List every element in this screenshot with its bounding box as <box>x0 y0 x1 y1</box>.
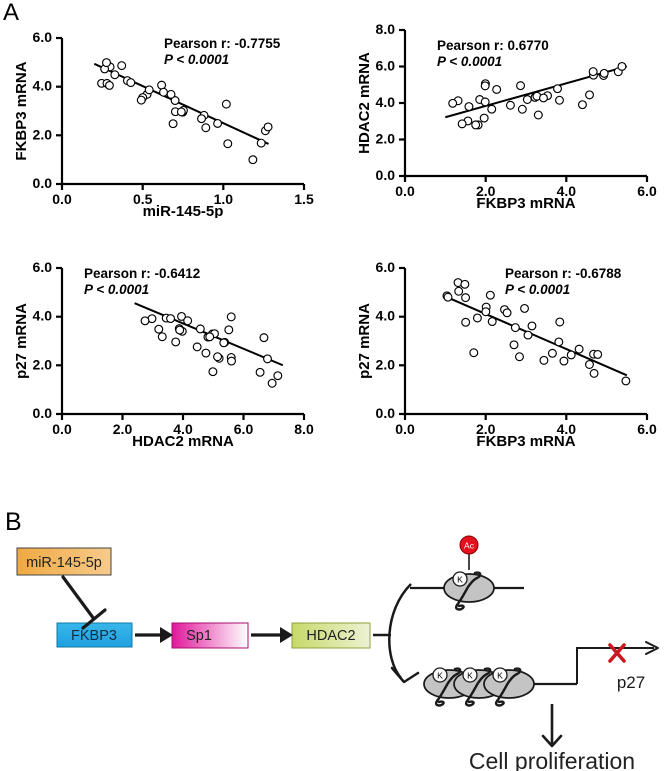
svg-text:6.0: 6.0 <box>637 421 657 437</box>
svg-text:0.0: 0.0 <box>395 421 415 437</box>
svg-text:HDAC2: HDAC2 <box>306 628 355 644</box>
svg-text:6.0: 6.0 <box>33 259 53 275</box>
svg-text:6.0: 6.0 <box>234 421 254 437</box>
svg-text:2.0: 2.0 <box>113 421 133 437</box>
svg-text:0.0: 0.0 <box>33 405 53 421</box>
svg-text:p27 mRNA: p27 mRNA <box>357 303 373 379</box>
svg-text:6.0: 6.0 <box>376 259 396 275</box>
svg-text:Ac: Ac <box>464 541 475 551</box>
svg-text:P < 0.0001: P < 0.0001 <box>164 52 229 67</box>
svg-text:K: K <box>457 575 463 585</box>
svg-text:p27: p27 <box>617 673 645 692</box>
svg-text:Cell proliferation: Cell proliferation <box>469 748 635 771</box>
svg-text:Pearson r: 0.6770: Pearson r: 0.6770 <box>437 38 549 53</box>
svg-text:Pearson r: -0.7755: Pearson r: -0.7755 <box>164 36 281 51</box>
svg-text:8.0: 8.0 <box>294 421 314 437</box>
svg-text:6.0: 6.0 <box>637 183 657 199</box>
svg-text:2.0: 2.0 <box>376 131 396 147</box>
svg-text:0.0: 0.0 <box>395 183 415 199</box>
svg-text:4.0: 4.0 <box>376 308 396 324</box>
svg-text:0.0: 0.0 <box>52 191 72 207</box>
svg-text:2.0: 2.0 <box>376 356 396 372</box>
svg-text:1.5: 1.5 <box>294 191 314 207</box>
svg-text:K: K <box>467 671 473 681</box>
svg-text:Pearson r: -0.6412: Pearson r: -0.6412 <box>84 266 200 281</box>
svg-text:FKBP3 mRNA: FKBP3 mRNA <box>476 195 575 210</box>
svg-text:FKBP3 mRNA: FKBP3 mRNA <box>476 433 575 448</box>
svg-text:8.0: 8.0 <box>376 21 396 37</box>
svg-text:0.0: 0.0 <box>376 405 396 421</box>
svg-text:0.0: 0.0 <box>376 167 396 183</box>
svg-text:P < 0.0001: P < 0.0001 <box>505 282 570 297</box>
svg-text:P < 0.0001: P < 0.0001 <box>437 54 502 69</box>
svg-text:4.0: 4.0 <box>33 78 53 94</box>
svg-text:0.0: 0.0 <box>52 421 72 437</box>
svg-text:p27 mRNA: p27 mRNA <box>14 303 30 379</box>
svg-text:HDAC2 mRNA: HDAC2 mRNA <box>357 52 373 154</box>
svg-text:B: B <box>5 508 22 536</box>
svg-text:miR-145-5p: miR-145-5p <box>143 203 224 218</box>
svg-text:HDAC2 mRNA: HDAC2 mRNA <box>132 433 234 448</box>
svg-text:Sp1: Sp1 <box>186 628 212 644</box>
svg-text:FKBP3: FKBP3 <box>71 628 117 644</box>
svg-text:Pearson r: -0.6788: Pearson r: -0.6788 <box>505 266 622 281</box>
svg-text:0.0: 0.0 <box>33 175 53 191</box>
svg-text:4.0: 4.0 <box>33 308 53 324</box>
svg-text:6.0: 6.0 <box>33 29 53 45</box>
svg-text:6.0: 6.0 <box>376 58 396 74</box>
svg-text:FKBP3 mRNA: FKBP3 mRNA <box>14 61 30 160</box>
svg-text:2.0: 2.0 <box>33 356 53 372</box>
svg-text:P < 0.0001: P < 0.0001 <box>84 282 149 297</box>
svg-text:2.0: 2.0 <box>33 126 53 142</box>
svg-text:K: K <box>497 671 503 681</box>
svg-text:K: K <box>437 671 443 681</box>
svg-text:miR-145-5p: miR-145-5p <box>26 555 102 571</box>
svg-text:4.0: 4.0 <box>376 94 396 110</box>
